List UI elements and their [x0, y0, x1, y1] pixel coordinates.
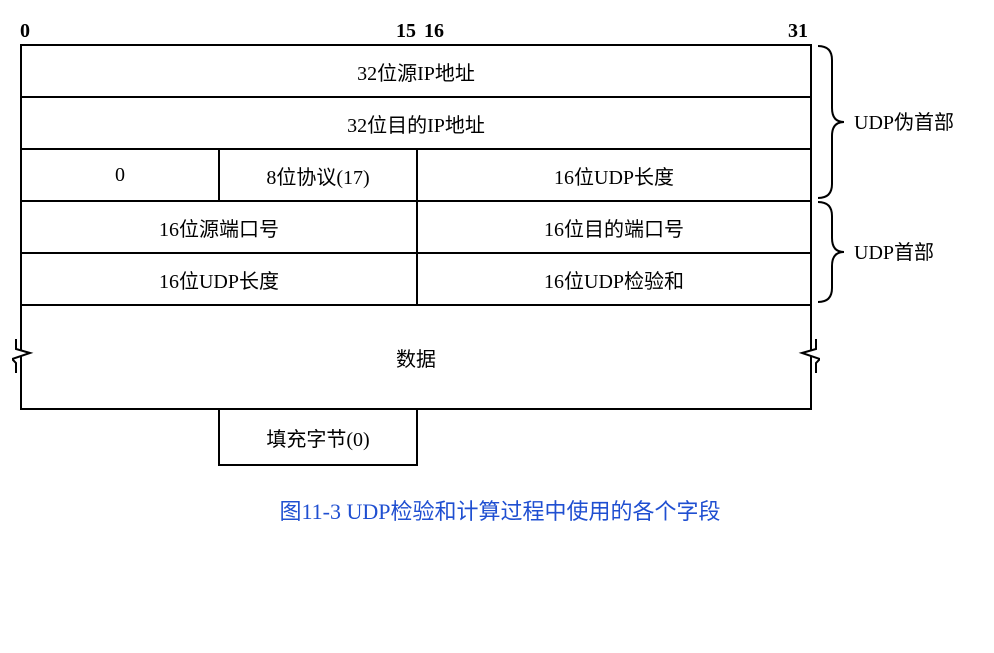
pad-cell: 填充字节(0): [219, 409, 417, 465]
break-mark-icon: [12, 339, 34, 373]
brace-label: UDP伪首部: [854, 111, 954, 134]
brace-layer: UDP伪首部 UDP首部: [814, 44, 984, 464]
bit-tick: 16: [424, 20, 444, 43]
field-cell: 16位目的端口号: [417, 201, 811, 253]
field-cell: 16位UDP检验和: [417, 253, 811, 305]
figure-caption: 图11-3 UDP检验和计算过程中使用的各个字段: [20, 494, 980, 526]
data-cell: 数据: [21, 305, 811, 409]
break-mark-icon: [798, 339, 820, 373]
bit-ruler: 0 15 16 31: [20, 20, 810, 44]
bit-tick: 15: [396, 20, 416, 43]
field-cell: 0: [21, 149, 219, 201]
field-cell: 8位协议(17): [219, 149, 417, 201]
field-cell: 16位UDP长度: [417, 149, 811, 201]
pad-blank: [21, 409, 219, 465]
brace: [818, 46, 844, 198]
pad-open: [417, 409, 811, 465]
field-cell: 16位UDP长度: [21, 253, 417, 305]
field-cell: 32位源IP地址: [21, 45, 811, 97]
field-cell: 16位源端口号: [21, 201, 417, 253]
field-cell: 32位目的IP地址: [21, 97, 811, 149]
packet-table: 32位源IP地址32位目的IP地址08位协议(17)16位UDP长度16位源端口…: [20, 44, 812, 466]
brace-label: UDP首部: [854, 241, 934, 264]
bit-tick: 0: [20, 20, 30, 43]
bit-tick: 31: [788, 20, 808, 43]
brace: [818, 202, 844, 302]
